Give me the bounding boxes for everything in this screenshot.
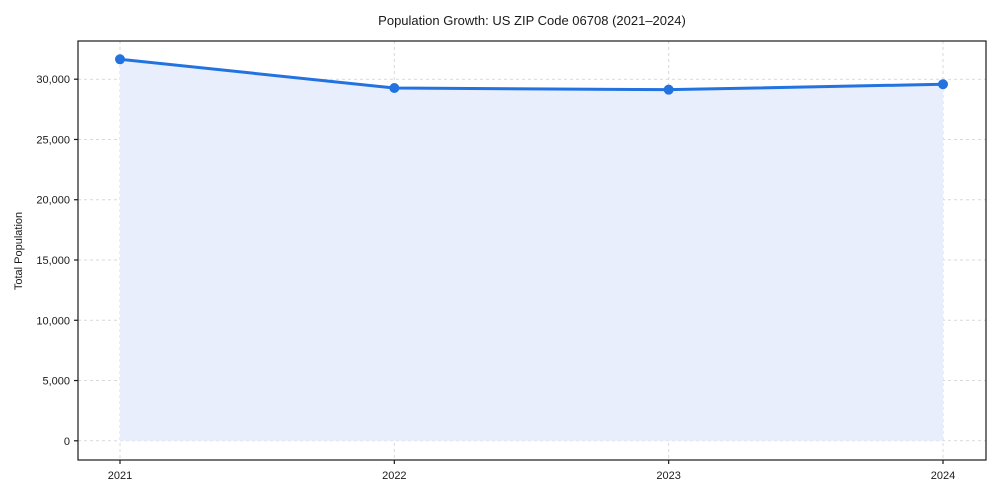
y-tick-label: 0 [64, 436, 70, 448]
plot-border [77, 40, 987, 461]
chart-title: Population Growth: US ZIP Code 06708 (20… [378, 13, 686, 28]
x-tick-label: 2024 [931, 470, 955, 482]
x-tick-label: 2023 [656, 470, 680, 482]
data-line [118, 57, 945, 92]
y-tick-label: 5,000 [42, 376, 70, 388]
data-point [389, 82, 400, 93]
area-fill [120, 59, 943, 441]
data-point [938, 79, 948, 90]
x-tick-label: 2021 [108, 470, 132, 482]
x-tick-label: 2022 [382, 470, 406, 482]
data-point [663, 84, 674, 95]
y-tick-label: 10,000 [36, 315, 70, 327]
y-tick-label: 20,000 [36, 195, 70, 207]
y-axis-label: Total Population [13, 212, 25, 290]
y-tick-label: 25,000 [36, 134, 70, 146]
y-tick-label: 15,000 [36, 255, 70, 267]
y-tick-label: 30,000 [36, 74, 70, 86]
series-layer [115, 54, 948, 441]
data-point [115, 54, 125, 65]
axis-layer: 0 5,000 10,000 15,000 20,000 25,000 30,000 2021… [36, 40, 987, 482]
